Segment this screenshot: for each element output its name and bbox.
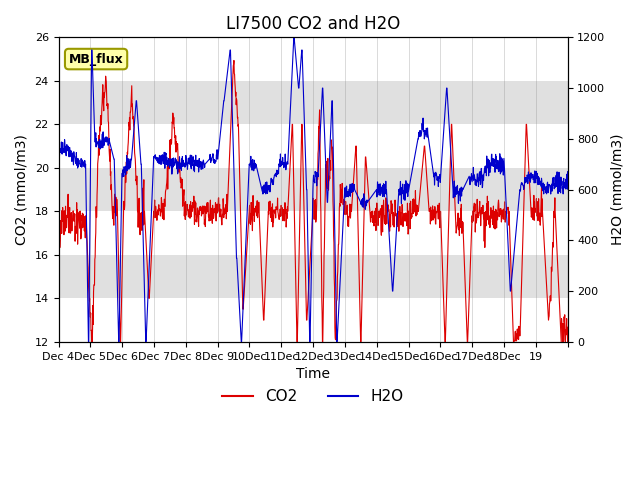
Y-axis label: H2O (mmol/m3): H2O (mmol/m3) (611, 134, 625, 245)
Bar (58, 211, 568, 255)
Bar (58, 124, 568, 168)
Y-axis label: CO2 (mmol/m3): CO2 (mmol/m3) (15, 134, 29, 245)
Text: MB_flux: MB_flux (68, 52, 124, 66)
Legend: CO2, H2O: CO2, H2O (216, 383, 410, 410)
Bar (58, 168, 568, 211)
Bar (58, 37, 568, 81)
Bar (58, 81, 568, 124)
Bar (58, 299, 568, 342)
Bar (58, 255, 568, 299)
X-axis label: Time: Time (296, 367, 330, 381)
Title: LI7500 CO2 and H2O: LI7500 CO2 and H2O (226, 15, 400, 33)
